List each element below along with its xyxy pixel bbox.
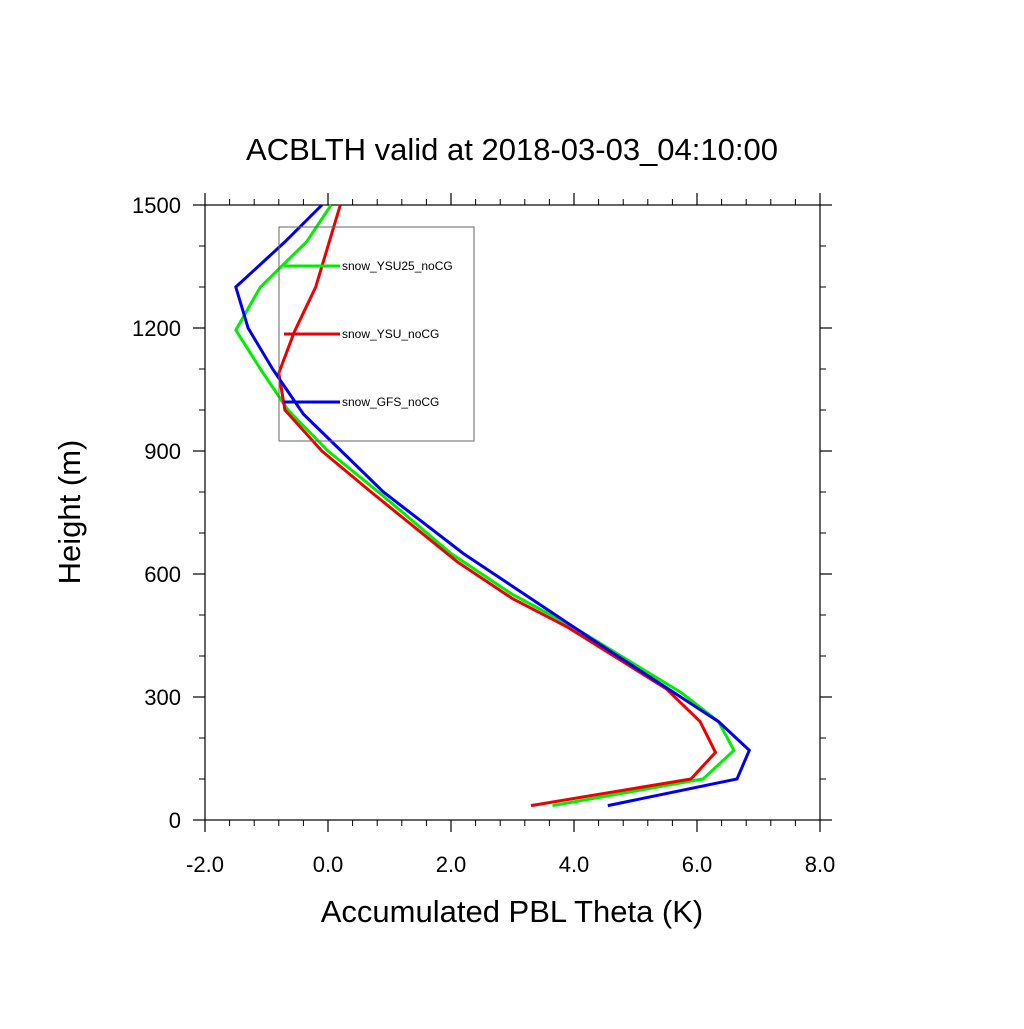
y-tick-label: 0 bbox=[169, 808, 181, 833]
legend-label: snow_GFS_noCG bbox=[342, 395, 439, 409]
x-tick-label: 2.0 bbox=[436, 852, 467, 877]
series-line-snow_YSU25_noCG bbox=[234, 204, 736, 808]
chart-title: ACBLTH valid at 2018-03-03_04:10:00 bbox=[246, 132, 778, 167]
series-line-snow_GFS_noCG bbox=[234, 203, 752, 808]
y-tick-label: 1200 bbox=[132, 316, 181, 341]
plot-frame bbox=[204, 204, 821, 821]
legend-label: snow_YSU25_noCG bbox=[342, 259, 453, 273]
y-tick-label: 1500 bbox=[132, 193, 181, 218]
y-tick-label: 300 bbox=[144, 685, 181, 710]
legend-label: snow_YSU_noCG bbox=[342, 327, 439, 341]
x-axis-title: Accumulated PBL Theta (K) bbox=[321, 894, 704, 929]
x-tick-label: 4.0 bbox=[559, 852, 590, 877]
series-line-snow_YSU_noCG bbox=[277, 204, 718, 808]
x-tick-label: 6.0 bbox=[682, 852, 713, 877]
y-axis-title: Height (m) bbox=[52, 440, 87, 585]
legend-box bbox=[278, 226, 475, 442]
x-tick-label: -2.0 bbox=[186, 852, 224, 877]
x-tick-label: 0.0 bbox=[313, 852, 344, 877]
y-tick-label: 900 bbox=[144, 439, 181, 464]
y-tick-label: 600 bbox=[144, 562, 181, 587]
plot-area: -2.0 0.0 2.0 4.0 6.0 8.0 0 300 600 900 1200 1500 sno… bbox=[132, 193, 835, 877]
x-tick-label: 8.0 bbox=[805, 852, 836, 877]
